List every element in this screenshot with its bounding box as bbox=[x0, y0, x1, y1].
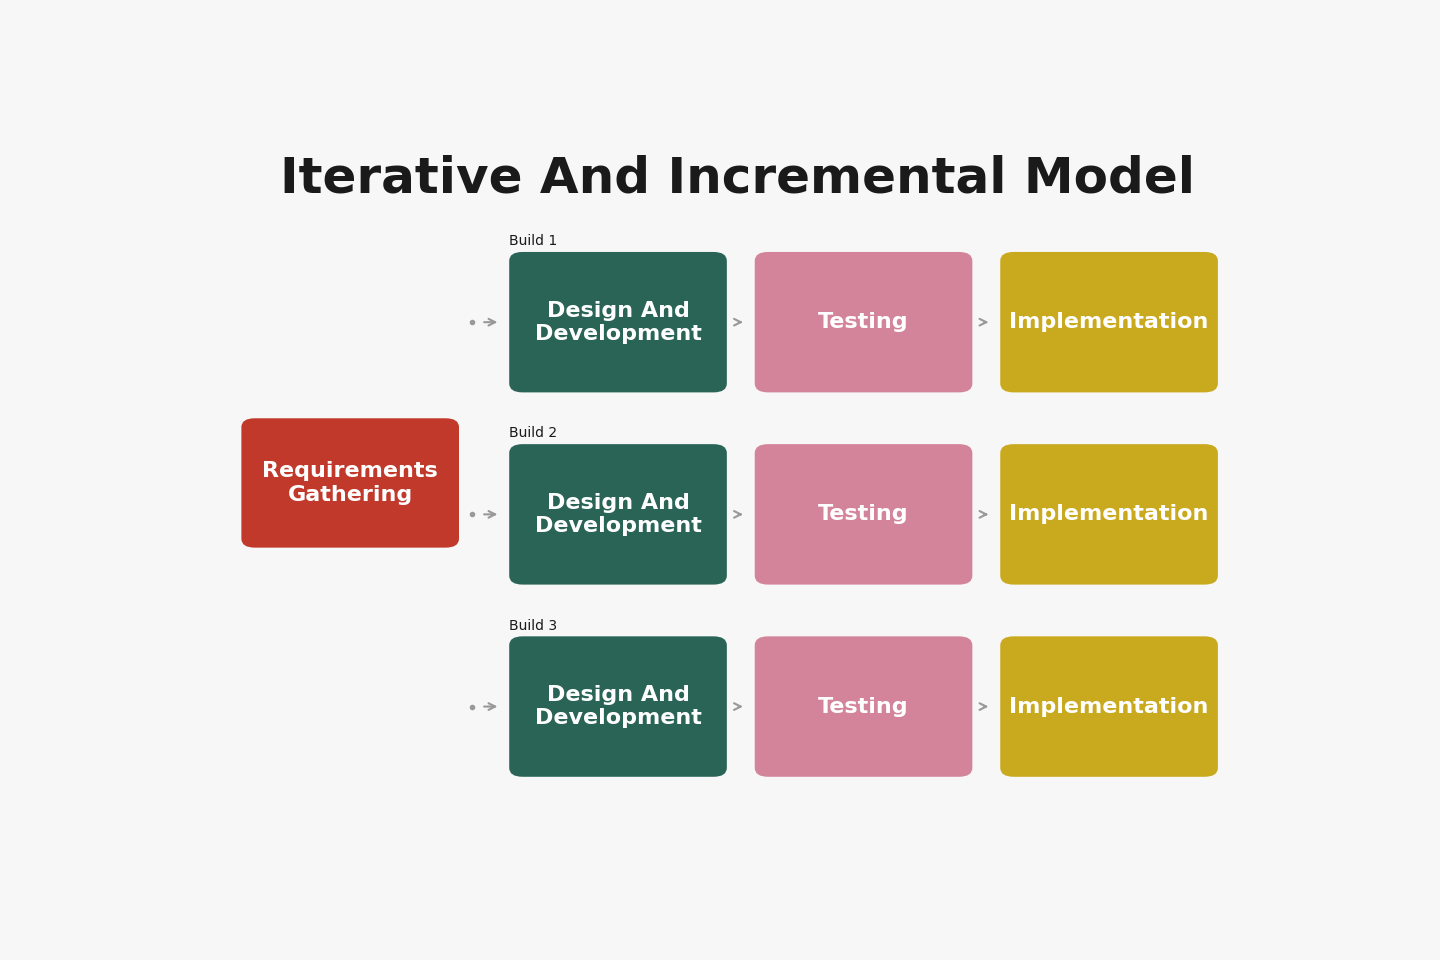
FancyBboxPatch shape bbox=[1001, 636, 1218, 777]
FancyBboxPatch shape bbox=[510, 252, 727, 393]
Text: Implementation: Implementation bbox=[1009, 312, 1208, 332]
Text: Testing: Testing bbox=[818, 504, 909, 524]
FancyBboxPatch shape bbox=[1001, 444, 1218, 585]
Text: Design And
Development: Design And Development bbox=[534, 685, 701, 729]
Text: Requirements
Gathering: Requirements Gathering bbox=[262, 462, 438, 505]
Text: Design And
Development: Design And Development bbox=[534, 300, 701, 344]
Text: Implementation: Implementation bbox=[1009, 504, 1208, 524]
Text: Build 3: Build 3 bbox=[510, 618, 557, 633]
Text: Build 1: Build 1 bbox=[510, 234, 557, 249]
FancyBboxPatch shape bbox=[1001, 252, 1218, 393]
FancyBboxPatch shape bbox=[242, 419, 459, 547]
Text: Testing: Testing bbox=[818, 697, 909, 716]
Text: Implementation: Implementation bbox=[1009, 697, 1208, 716]
FancyBboxPatch shape bbox=[510, 636, 727, 777]
FancyBboxPatch shape bbox=[755, 444, 972, 585]
Text: Design And
Development: Design And Development bbox=[534, 492, 701, 536]
Text: Iterative And Incremental Model: Iterative And Incremental Model bbox=[281, 154, 1195, 202]
FancyBboxPatch shape bbox=[510, 444, 727, 585]
Text: Testing: Testing bbox=[818, 312, 909, 332]
FancyBboxPatch shape bbox=[755, 636, 972, 777]
FancyBboxPatch shape bbox=[755, 252, 972, 393]
Text: Build 2: Build 2 bbox=[510, 426, 557, 441]
